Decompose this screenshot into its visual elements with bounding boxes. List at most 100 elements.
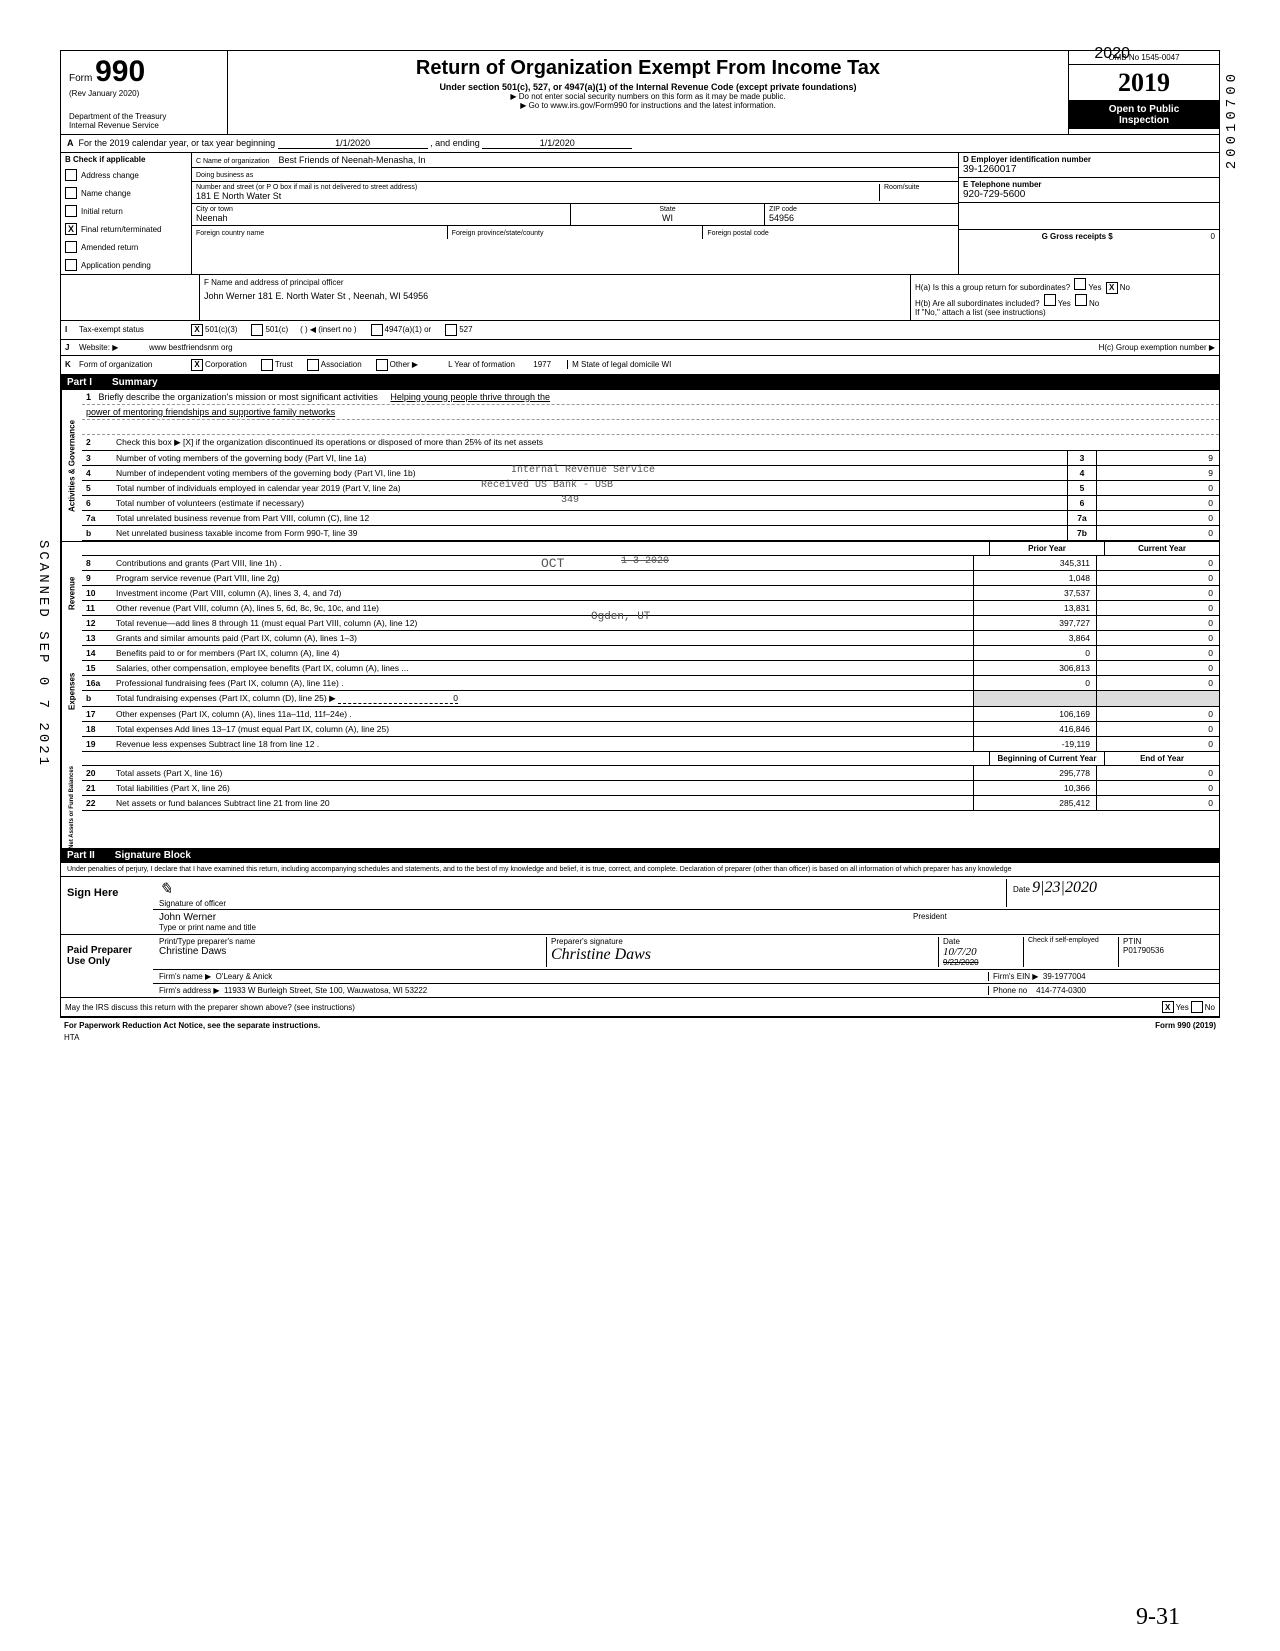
form-990-container: Form 990 (Rev January 2020) Department o… — [60, 50, 1220, 1018]
check-initial-return[interactable]: Initial return — [61, 202, 191, 220]
phone-value: 920-729-5600 — [963, 189, 1025, 200]
org-state: WI — [575, 213, 760, 223]
part2-header: Part II Signature Block — [61, 848, 1219, 863]
exp-19-prior: -19,119 — [973, 737, 1096, 751]
mission-line2: power of mentoring friendships and suppo… — [82, 405, 1219, 420]
exp-15-cur: 0 — [1096, 661, 1219, 675]
line-i: I Tax-exempt status X501(c)(3) 501(c) ( … — [61, 321, 1219, 340]
form-title: Return of Organization Exempt From Incom… — [236, 57, 1060, 80]
exp-13-prior: 3,864 — [973, 631, 1096, 645]
side-scanned-stamp: SCANNED SEP 0 7 2021 — [35, 540, 51, 768]
check-if-applicable-col: B Check if applicable Address change Nam… — [61, 153, 192, 274]
exp-14-prior: 0 — [973, 646, 1096, 660]
exp-16a-cur: 0 — [1096, 676, 1219, 690]
bottom-handwritten: 9-31 — [1136, 1604, 1180, 1631]
open-public: Open to Public Inspection — [1069, 101, 1219, 129]
top-year: 2020 — [1094, 45, 1130, 63]
irs-label: Internal Revenue Service — [69, 121, 219, 130]
exp-14-cur: 0 — [1096, 646, 1219, 660]
rev-12-prior: 397,727 — [973, 616, 1096, 630]
exp-18-prior: 416,846 — [973, 722, 1096, 736]
rev-note: (Rev January 2020) — [69, 89, 219, 98]
received-stamp: Received US Bank - USB — [481, 480, 613, 491]
section-b: B Check if applicable Address change Nam… — [61, 153, 1219, 275]
year-formation: 1977 — [517, 360, 567, 369]
officer-title: President — [913, 912, 1213, 932]
prep-date: 10/7/20 — [943, 946, 1023, 958]
check-final-return[interactable]: XFinal return/terminated — [61, 220, 191, 238]
exp-16b-val: 0 — [338, 693, 458, 704]
stamp-349: 349 — [561, 495, 579, 506]
org-info-col: C Name of organization Best Friends of N… — [192, 153, 959, 274]
expenses-section: Expenses 13Grants and similar amounts pa… — [61, 631, 1219, 752]
oct-stamp: OCT — [541, 556, 564, 571]
irs-stamp: Internal Revenue Service — [511, 465, 655, 476]
may-irs-discuss: May the IRS discuss this return with the… — [61, 998, 1219, 1017]
net-20-cur: 0 — [1096, 766, 1219, 780]
exp-13-cur: 0 — [1096, 631, 1219, 645]
dept: Department of the Treasury — [69, 112, 219, 121]
form-subtitle: Under section 501(c), 527, or 4947(a)(1)… — [236, 82, 1060, 92]
header-right: OMB No 1545-0047 2019 Open to Public Ins… — [1068, 51, 1219, 134]
check-name-change[interactable]: Name change — [61, 184, 191, 202]
hta: HTA — [60, 1033, 1220, 1042]
form-number: 990 — [95, 55, 145, 88]
paid-preparer-section: Paid Preparer Use Only Print/Type prepar… — [61, 935, 1219, 998]
officer-name: John Werner — [159, 912, 216, 923]
rev-11-prior: 13,831 — [973, 601, 1096, 615]
gov-line4-val: 9 — [1096, 466, 1219, 480]
org-address: 181 E North Water St — [196, 191, 879, 201]
check-app-pending[interactable]: Application pending — [61, 256, 191, 274]
website: www bestfriendsnm org — [149, 343, 1099, 352]
firm-phone: 414-774-0300 — [1036, 986, 1086, 995]
firm-address: 11933 W Burleigh Street, Ste 100, Wauwat… — [224, 986, 427, 995]
net-assets-section: Net Assets or Fund Balances 20Total asse… — [61, 766, 1219, 849]
omb-number: OMB No 1545-0047 — [1069, 51, 1219, 65]
line-j: J Website: ▶ www bestfriendsnm org H(c) … — [61, 340, 1219, 356]
net-22-prior: 285,412 — [973, 796, 1096, 810]
note-url: ▶ Go to www.irs.gov/Form990 for instruct… — [236, 101, 1060, 110]
check-amended[interactable]: Amended return — [61, 238, 191, 256]
rev-10-prior: 37,537 — [973, 586, 1096, 600]
declaration-text: Under penalties of perjury, I declare th… — [61, 863, 1219, 877]
net-21-prior: 10,366 — [973, 781, 1096, 795]
net-21-cur: 0 — [1096, 781, 1219, 795]
firm-ein: 39-1977004 — [1043, 972, 1086, 981]
officer-info: John Werner 181 E. North Water St , Neen… — [204, 291, 906, 301]
line-k: K Form of organization XCorporation Trus… — [61, 356, 1219, 375]
ein-phone-col: D Employer identification number 39-1260… — [959, 153, 1219, 274]
legal-domicile: WI — [662, 360, 672, 369]
rev-9-prior: 1,048 — [973, 571, 1096, 585]
ptin-value: P01790536 — [1123, 946, 1213, 955]
preparer-name: Christine Daws — [159, 946, 546, 957]
prior-current-header: Prior Year Current Year — [82, 542, 1219, 556]
rev-9-cur: 0 — [1096, 571, 1219, 585]
exp-16a-prior: 0 — [973, 676, 1096, 690]
form-footer: For Paperwork Reduction Act Notice, see … — [60, 1018, 1220, 1033]
header-center: Return of Organization Exempt From Incom… — [228, 51, 1068, 134]
rev-8-prior: 345,311 — [973, 556, 1096, 570]
net-22-cur: 0 — [1096, 796, 1219, 810]
tax-year-begin: 1/1/2020 — [278, 138, 428, 149]
header-left: Form 990 (Rev January 2020) Department o… — [61, 51, 228, 134]
exp-18-cur: 0 — [1096, 722, 1219, 736]
form-label: Form — [69, 73, 92, 84]
org-name: Best Friends of Neenah-Menasha, In — [278, 155, 425, 165]
gross-receipts: 0 — [1115, 232, 1215, 241]
rev-12-cur: 0 — [1096, 616, 1219, 630]
gov-line7a-val: 0 — [1096, 511, 1219, 525]
check-address-change[interactable]: Address change — [61, 166, 191, 184]
preparer-signature: Christine Daws — [551, 946, 938, 964]
rev-10-cur: 0 — [1096, 586, 1219, 600]
revenue-section: Revenue 8Contributions and grants (Part … — [61, 556, 1219, 631]
row-a: A For the 2019 calendar year, or tax yea… — [61, 135, 1219, 153]
form-header: Form 990 (Rev January 2020) Department o… — [61, 51, 1219, 135]
tax-year-end: 1/1/2020 — [482, 138, 632, 149]
sign-date: 9|23|2020 — [1032, 879, 1097, 896]
sign-here-section: Sign Here ✎ Signature of officer Date 9|… — [61, 877, 1219, 935]
rev-8-cur: 0 — [1096, 556, 1219, 570]
net-header: Beginning of Current Year End of Year — [82, 752, 1219, 766]
exp-17-cur: 0 — [1096, 707, 1219, 721]
gov-line3-val: 9 — [1096, 451, 1219, 465]
rev-11-cur: 0 — [1096, 601, 1219, 615]
